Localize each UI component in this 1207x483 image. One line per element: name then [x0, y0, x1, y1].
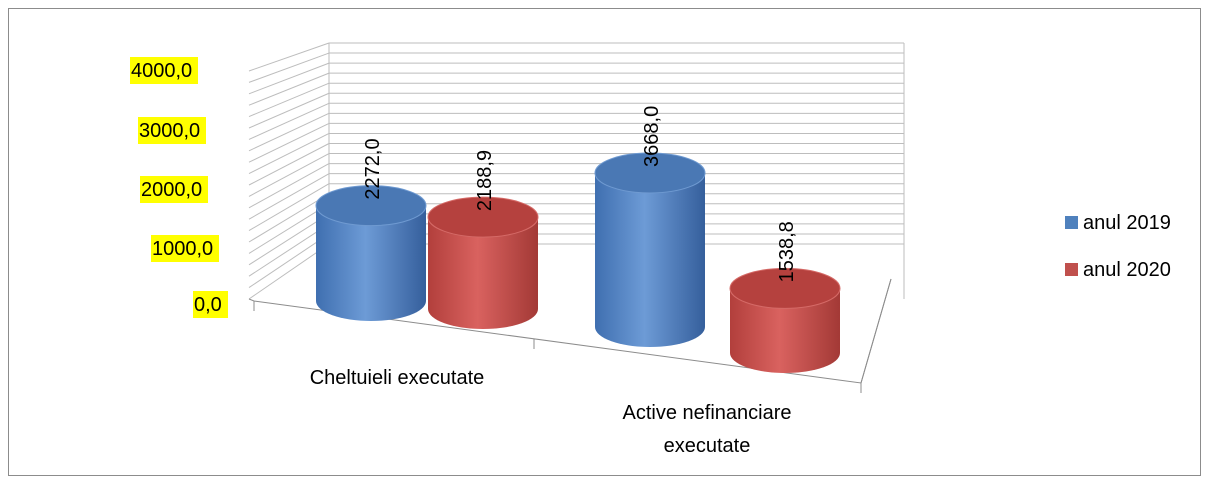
category-labels: Cheltuieli executate Active nefinanciare e…	[310, 367, 792, 457]
legend-label: anul 2019	[1083, 212, 1171, 234]
ytick-label: 4000,0	[131, 60, 192, 82]
ytick-label: 2000,0	[141, 179, 202, 201]
bars	[315, 152, 841, 373]
ytick-highlight	[193, 291, 228, 318]
legend-swatch	[1065, 216, 1078, 229]
gridline-side	[248, 203, 330, 254]
gridline-side	[248, 133, 330, 175]
gridline-side	[248, 112, 330, 152]
gridline-side	[248, 82, 330, 118]
gridline-side	[248, 72, 330, 106]
gridline-side	[248, 122, 330, 163]
chart-frame: 0,0 1000,0 2000,0 3000,0 4000,0 2272,0 2188,9…	[8, 8, 1201, 476]
gridline-side	[248, 243, 330, 300]
bar-2019-top	[594, 152, 706, 194]
gridline-side	[248, 183, 330, 232]
bar-2020-body	[428, 217, 538, 329]
category-label: Active nefinanciare	[623, 402, 792, 424]
data-label: 2272,0	[362, 138, 384, 199]
data-label: 2188,9	[474, 150, 496, 211]
gridline-side	[248, 102, 330, 140]
bar-2020-body	[730, 288, 840, 373]
gridline-side	[248, 233, 330, 289]
bar-2019-body	[316, 205, 426, 321]
ytick-highlight	[151, 235, 219, 262]
gridline-side	[248, 153, 330, 197]
gridline-side	[248, 52, 330, 83]
gridline-side	[248, 223, 330, 277]
category-label: executate	[664, 435, 751, 457]
category-label: Cheltuieli executate	[310, 367, 485, 389]
y-tick-labels: 0,0 1000,0 2000,0 3000,0 4000,0	[130, 57, 228, 318]
ytick-label: 3000,0	[139, 120, 200, 142]
bar-2020-top	[729, 267, 841, 309]
floor-right-edge	[860, 278, 892, 384]
gridline-side	[248, 213, 330, 266]
cylinder-bar-chart: 0,0 1000,0 2000,0 3000,0 4000,0 2272,0 2188,9…	[130, 42, 1171, 457]
bar-2019-top	[315, 185, 427, 227]
gridline-side	[248, 173, 330, 220]
data-label: 3668,0	[641, 106, 663, 167]
legend-label: anul 2020	[1083, 259, 1171, 281]
data-label: 1538,8	[776, 221, 798, 282]
ytick-highlight	[138, 117, 206, 144]
gridline-side	[248, 193, 330, 243]
legend: anul 2019 anul 2020	[1065, 212, 1171, 281]
gridline-side	[248, 163, 330, 209]
ytick-label: 1000,0	[152, 238, 213, 260]
legend-swatch	[1065, 263, 1078, 276]
ytick-highlight	[140, 176, 208, 203]
gridline-side	[248, 143, 330, 186]
gridline-side	[248, 62, 330, 95]
ytick-label: 0,0	[194, 294, 222, 316]
bar-2019-body	[595, 172, 705, 347]
axes	[248, 278, 892, 393]
gridline-side	[248, 92, 330, 129]
ytick-highlight	[130, 57, 198, 84]
data-labels: 2272,0 2188,9 3668,0 1538,8	[362, 106, 798, 283]
gridline-side	[248, 42, 330, 72]
bar-2020-top	[427, 196, 539, 238]
